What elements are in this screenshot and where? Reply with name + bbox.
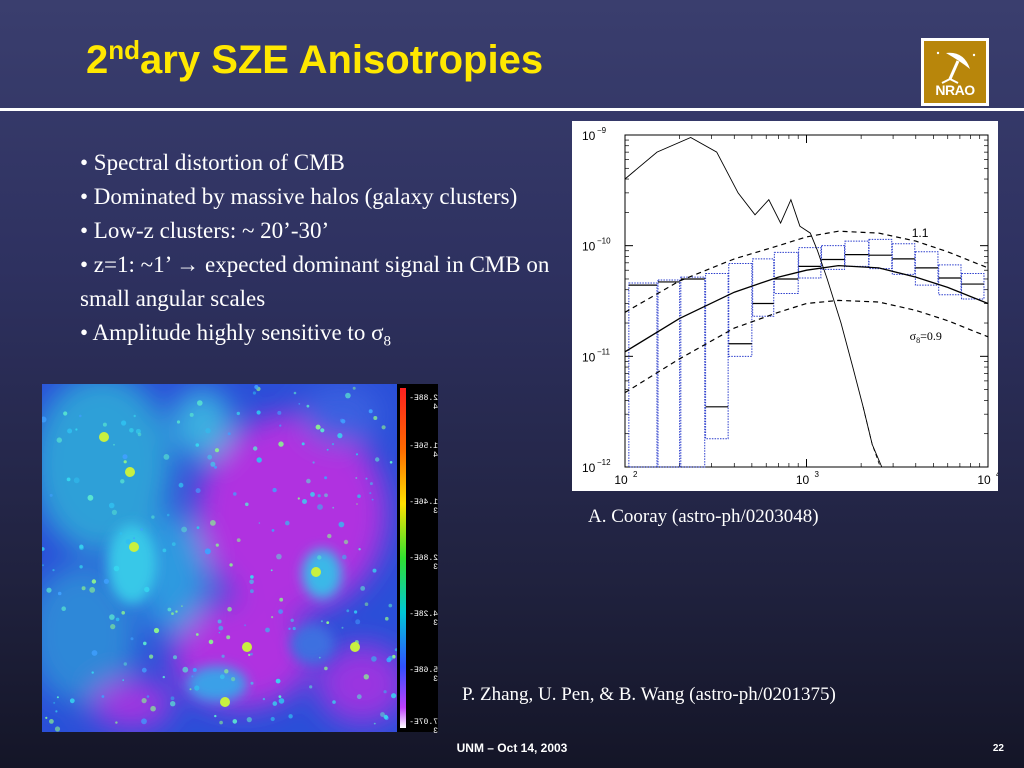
logo-emblem: NRAO (924, 41, 986, 103)
colorbar-label: 2.86E-3 (409, 554, 438, 572)
error-box (752, 258, 775, 317)
bullet-z1-continuation: expected dominant signal in CMB on small… (80, 252, 550, 311)
page-number: 22 (992, 743, 1004, 754)
x-tick-label: 10 (796, 473, 810, 487)
bullet-list: • Spectral distortion of CMB • Dominated… (80, 146, 565, 359)
y-tick-label: 10 (582, 350, 596, 364)
sigma-subscript: 8 (383, 333, 391, 350)
error-box (657, 279, 681, 468)
error-box (938, 264, 962, 296)
title-prefix: 2 (86, 38, 109, 82)
chart-annotation: σ8=0.9 (910, 329, 942, 345)
y-tick-label: 10 (582, 461, 596, 475)
colorbar-gradient (400, 388, 406, 728)
title-superscript: nd (108, 35, 141, 65)
plot-frame (624, 134, 989, 468)
colorbar-label: 1.46E-3 (409, 498, 438, 516)
error-box (628, 282, 658, 468)
map-caption: P. Zhang, U. Pen, & B. Wang (astro-ph/02… (462, 684, 836, 705)
sze-map-image (42, 384, 397, 732)
bullet-amplitude-text: • Amplitude highly sensitive to (80, 320, 372, 345)
error-box (891, 243, 916, 275)
nrao-logo: NRAO (921, 38, 989, 106)
bullet-low-z-clusters: • Low-z clusters: ~ 20’-30’ (80, 218, 330, 243)
series-line (624, 136, 883, 468)
slide-title: 2ndary SZE Anisotropies (86, 37, 544, 82)
colorbar-label: 2.88E-4 (409, 394, 438, 412)
bullet-spectral-distortion: • Spectral distortion of CMB (80, 150, 345, 175)
slide-footer: UNM – Oct 14, 2003 22 (0, 730, 1024, 768)
error-box (728, 263, 753, 357)
x-tick-exponent: 2 (633, 470, 638, 479)
chart-caption: A. Cooray (astro-ph/0203048) (588, 506, 819, 527)
x-tick-label: 10 (977, 473, 991, 487)
sze-simulation-map (42, 384, 397, 732)
radio-telescope-icon (936, 51, 976, 84)
error-box (798, 247, 822, 279)
y-tick-exponent: −11 (597, 347, 611, 356)
title-suffix: ary SZE Anisotropies (140, 38, 544, 82)
error-box (844, 240, 870, 267)
footer-text: UNM – Oct 14, 2003 (456, 741, 568, 755)
series-line (862, 406, 881, 468)
y-tick-label: 10 (582, 129, 596, 143)
y-tick-label: 10 (582, 240, 596, 254)
colorbar-label: 5.68E-3 (409, 666, 438, 684)
map-colorbar: 2.88E-4 1.56E-4 1.46E-3 2.86E-3 4.28E-3 … (397, 384, 438, 736)
x-tick-exponent: 4 (996, 470, 998, 479)
bullet-amplitude-sigma8: • Amplitude highly sensitive to σ8 (80, 316, 565, 359)
title-divider (0, 108, 1024, 111)
logo-text: NRAO (935, 82, 975, 98)
y-tick-exponent: −9 (597, 126, 607, 135)
error-box (868, 238, 893, 270)
colorbar-label: 4.28E-3 (409, 610, 438, 628)
bullet-z1-text: • z=1: ~1’ (80, 252, 177, 277)
series-line (624, 264, 989, 353)
error-box (961, 273, 985, 300)
error-box (705, 273, 729, 440)
sigma-symbol: σ (371, 320, 384, 345)
error-box (680, 276, 706, 468)
right-arrow-icon: → (176, 252, 200, 277)
bullet-z1-signal: • z=1: ~1’ → expected dominant signal in… (80, 248, 565, 316)
chart-annotation: 1.1 (912, 226, 929, 240)
colorbar-label: 1.56E-4 (409, 442, 438, 460)
x-tick-label: 10 (614, 473, 628, 487)
x-tick-exponent: 3 (815, 470, 820, 479)
y-tick-exponent: −10 (597, 237, 611, 246)
series-line (624, 299, 989, 394)
error-box (821, 245, 846, 270)
bullet-massive-halos: • Dominated by massive halos (galaxy clu… (80, 184, 518, 209)
y-tick-exponent: −12 (597, 458, 611, 467)
series-line (624, 230, 989, 313)
